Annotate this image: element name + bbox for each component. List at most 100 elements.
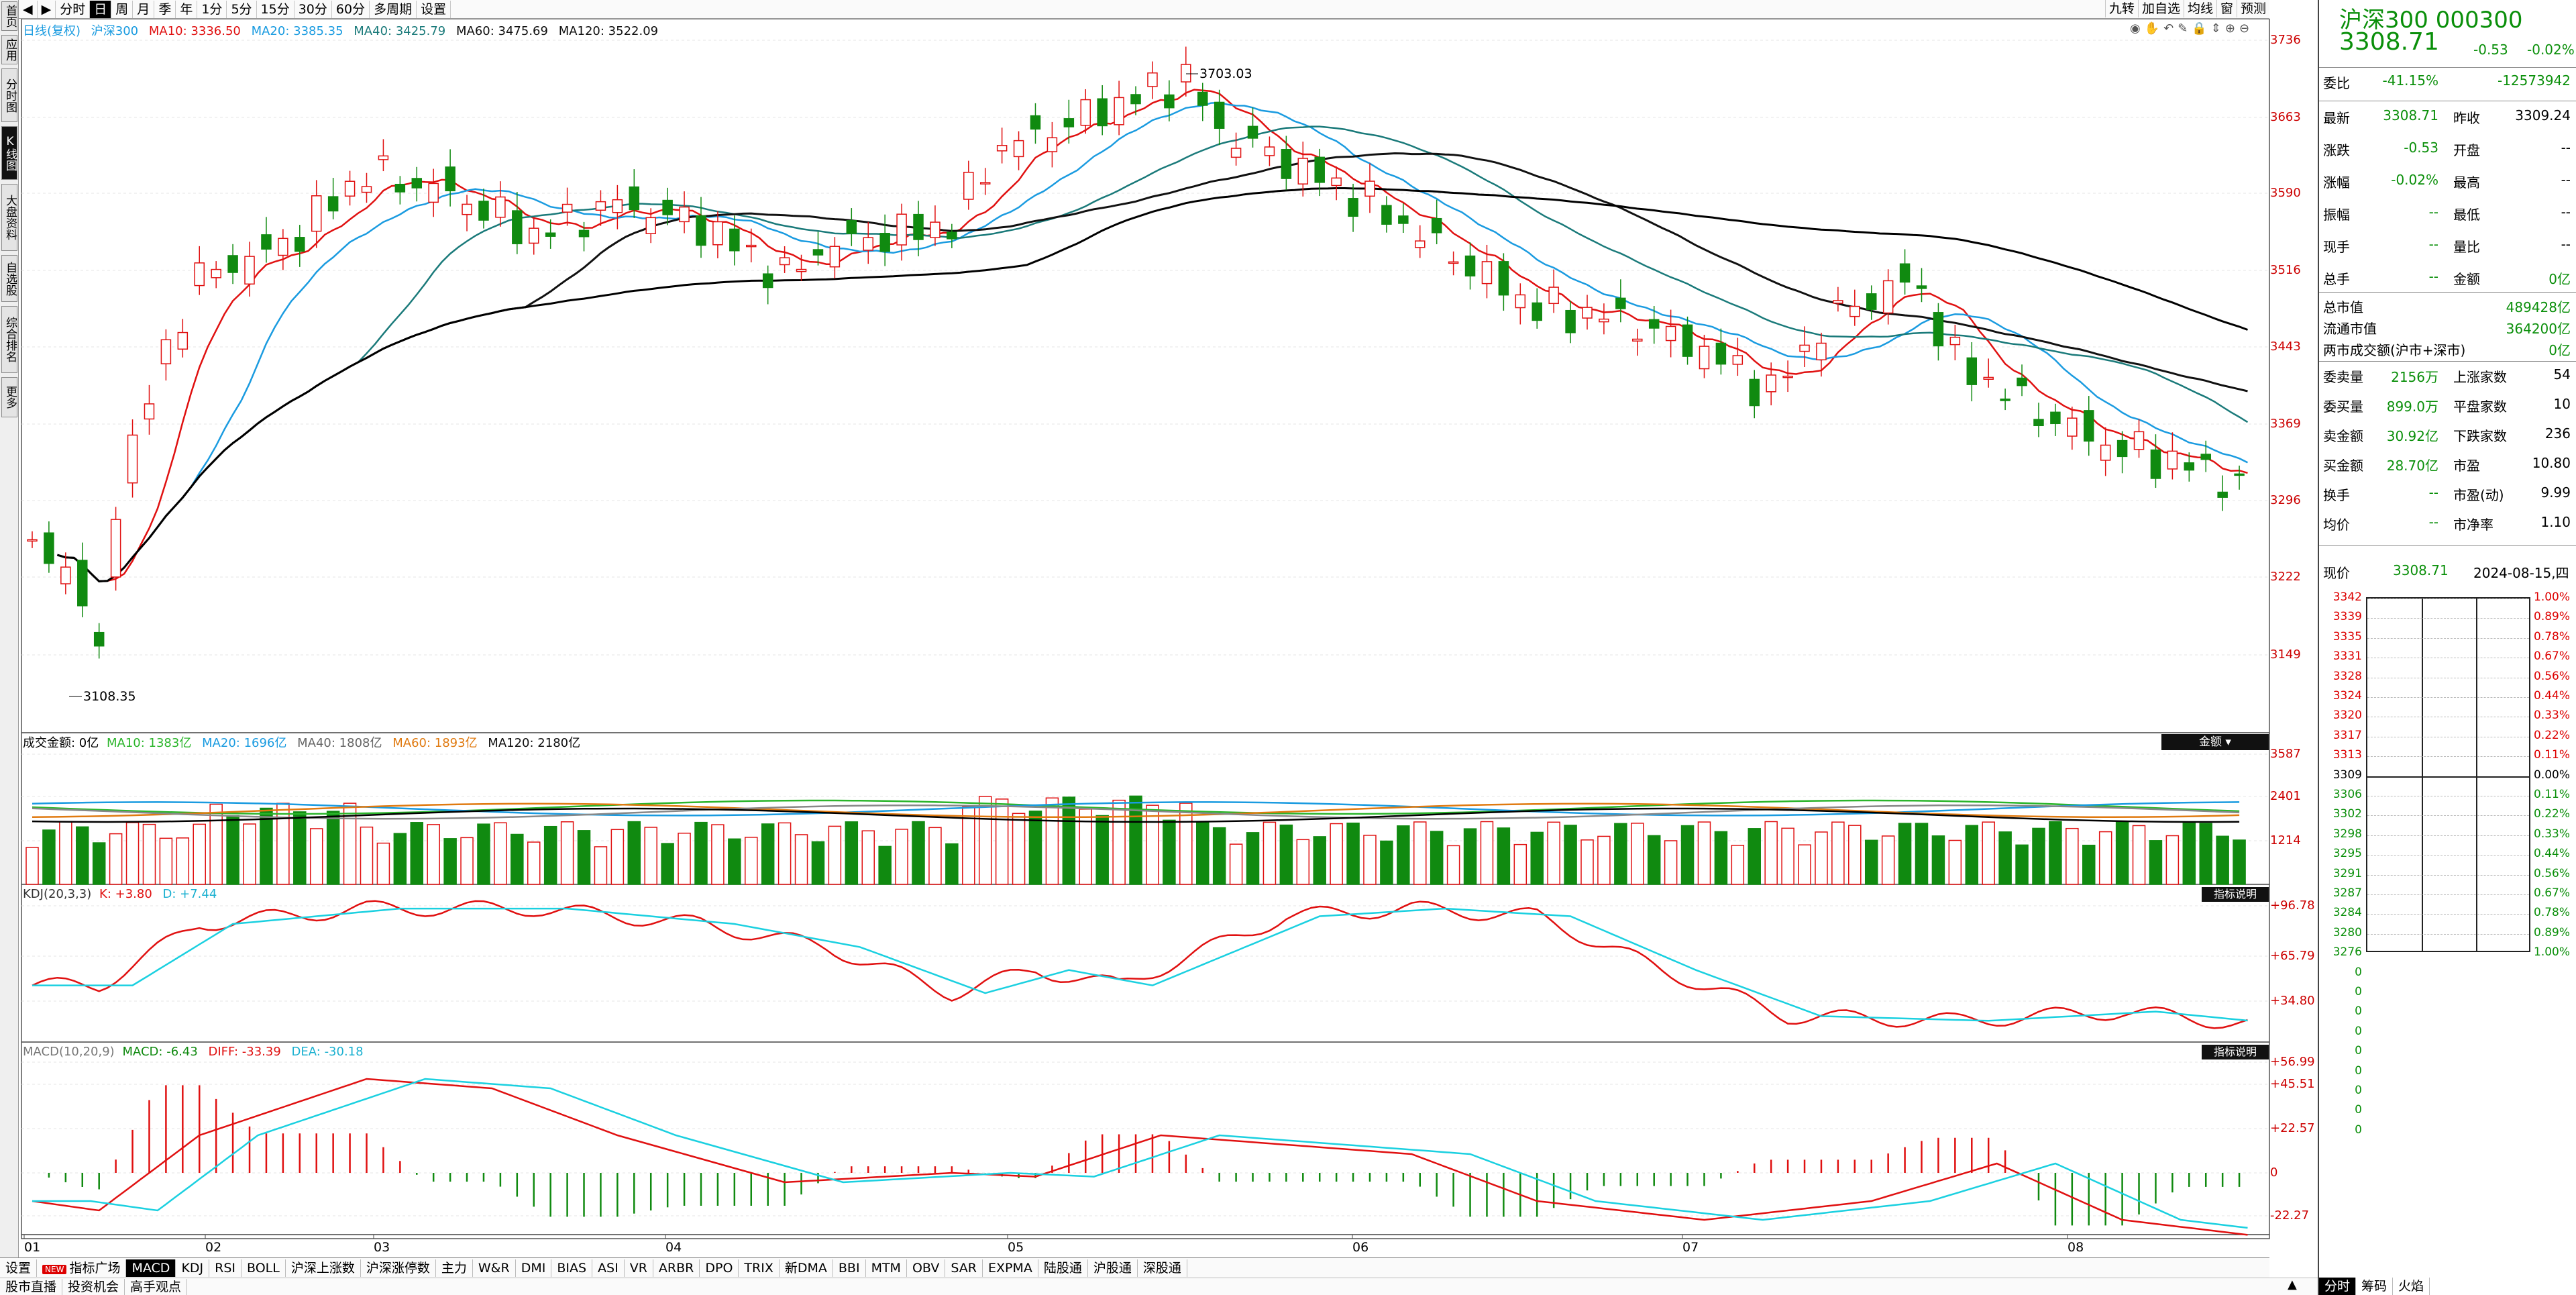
period-tab-4[interactable]: 季	[154, 0, 176, 18]
mini-vline	[2475, 599, 2477, 951]
sidebar-tab-7[interactable]: 更多	[1, 377, 17, 417]
indicator-tab-12[interactable]: ASI	[592, 1259, 625, 1277]
period-tab-0[interactable]: 分时	[56, 0, 91, 18]
move-icon[interactable]: ⇕	[2210, 21, 2225, 36]
hand-icon[interactable]: ✋	[2144, 21, 2164, 36]
chart-area[interactable]: 3703.03 3108.35	[19, 19, 2318, 1257]
toolbar-right-3[interactable]: 窗	[2216, 0, 2237, 17]
candle-body	[361, 186, 372, 193]
kdj-info-button[interactable]: 指标说明	[2202, 887, 2269, 902]
indicator-tab-25[interactable]: 深股通	[1138, 1259, 1187, 1277]
indicator-tab-18[interactable]: BBI	[833, 1259, 866, 1277]
indicator-tab-13[interactable]: VR	[625, 1259, 653, 1277]
mini-tab-0[interactable]: 分时	[2319, 1278, 2357, 1295]
info-tab-2[interactable]: 高手观点	[125, 1278, 188, 1295]
info-tab-1[interactable]: 投资机会	[62, 1278, 125, 1295]
indicator-tab-20[interactable]: OBV	[907, 1259, 946, 1277]
lock-icon[interactable]: 🔒	[2192, 21, 2211, 36]
quote-label: 最新	[2323, 110, 2350, 126]
nav-next-icon[interactable]: ▶	[38, 0, 56, 18]
candle-body	[1314, 156, 1325, 183]
mini-left-tick: 3309	[2332, 768, 2362, 782]
sidebar-tab-6[interactable]: 综合排名	[1, 306, 17, 373]
candle-body	[93, 631, 105, 647]
indicator-tab-9[interactable]: W&R	[473, 1259, 516, 1277]
sidebar-tab-4[interactable]: 大盘资料	[1, 184, 17, 251]
volume-bar	[1697, 821, 1711, 885]
mini-tab-1[interactable]: 筹码	[2356, 1278, 2394, 1295]
indicator-tab-label: ASI	[598, 1260, 619, 1276]
candle-body	[1214, 101, 1225, 129]
volume-bar	[1229, 843, 1243, 885]
candle-body	[1548, 287, 1559, 305]
period-tab-5[interactable]: 年	[176, 0, 198, 18]
indicator-tab-14[interactable]: ARBR	[653, 1259, 700, 1277]
sidebar-tab-0[interactable]: 首页	[1, 1, 17, 31]
candle-body	[1749, 378, 1760, 407]
indicator-tab-1[interactable]: NEW 指标广场	[37, 1259, 127, 1277]
sidebar-tab-3[interactable]: K线图	[1, 126, 17, 180]
indicator-tab-0[interactable]: 设置	[0, 1259, 38, 1277]
eye-icon[interactable]: ◉	[2130, 21, 2145, 36]
candle-body	[2116, 439, 2128, 458]
candle-body	[1782, 375, 1793, 378]
quote-value2: --	[2561, 172, 2571, 188]
period-tab-10[interactable]: 60分	[332, 0, 370, 18]
indicator-tab-5[interactable]: BOLL	[241, 1259, 286, 1277]
toolbar-right-2[interactable]: 均线	[2183, 0, 2216, 17]
candle-body	[1833, 300, 1843, 304]
zoom-out-icon[interactable]: ⊖	[2239, 21, 2254, 36]
mini-tab-2[interactable]: 火焰	[2393, 1278, 2430, 1295]
nav-prev-icon[interactable]: ◀	[19, 0, 38, 18]
candle-body	[1481, 261, 1493, 284]
indicator-tab-8[interactable]: 主力	[436, 1259, 473, 1277]
period-tab-7[interactable]: 5分	[227, 0, 257, 18]
kdj_axis-tick-0: +96.78	[2270, 898, 2315, 913]
volume-type-dropdown[interactable]: 金额 ▾	[2161, 734, 2269, 750]
volume-bar	[2115, 821, 2129, 885]
mini-intraday-chart[interactable]	[2366, 597, 2530, 953]
indicator-tab-22[interactable]: EXPMA	[983, 1259, 1038, 1277]
candle-body	[512, 210, 523, 244]
candle-body	[1181, 64, 1191, 83]
candle-body	[2000, 399, 2010, 401]
scroll-up-icon[interactable]: ▲	[2288, 1278, 2297, 1292]
indicator-tab-15[interactable]: DPO	[700, 1259, 739, 1277]
zoom-in-icon[interactable]: ⊕	[2224, 21, 2239, 36]
indicator-tab-17[interactable]: 新DMA	[780, 1259, 833, 1277]
indicator-tab-3[interactable]: KDJ	[176, 1259, 210, 1277]
indicator-tab-2[interactable]: MACD	[126, 1259, 176, 1277]
sidebar-tab-2[interactable]: 分时图	[1, 68, 17, 122]
sidebar-tab-5[interactable]: 自选股	[1, 255, 17, 302]
indicator-tab-7[interactable]: 沪深涨停数	[361, 1259, 436, 1277]
indicator-tab-4[interactable]: RSI	[209, 1259, 242, 1277]
candle-body	[746, 244, 757, 248]
toolbar-right-0[interactable]: 九转	[2104, 0, 2138, 17]
period-tab-9[interactable]: 30分	[294, 0, 332, 18]
mini-tabs: 分时 筹码 火焰	[2319, 1278, 2430, 1295]
indicator-tab-24[interactable]: 沪股通	[1088, 1259, 1138, 1277]
sidebar-tab-1[interactable]: 应用	[1, 35, 17, 64]
toolbar-right-4[interactable]: 预测	[2236, 0, 2269, 17]
indicator-tab-19[interactable]: MTM	[866, 1259, 907, 1277]
indicator-tab-23[interactable]: 陆股通	[1038, 1259, 1088, 1277]
period-tab-2[interactable]: 周	[111, 0, 133, 18]
undo-icon[interactable]: ↶	[2163, 21, 2178, 36]
macd-info-button[interactable]: 指标说明	[2202, 1045, 2269, 1059]
draw-icon[interactable]: ✎	[2178, 21, 2192, 36]
period-tab-1[interactable]: 日	[90, 0, 112, 18]
indicator-tab-21[interactable]: SAR	[945, 1259, 983, 1277]
info-tab-0[interactable]: 股市直播	[0, 1278, 63, 1295]
volume-bar	[745, 837, 758, 885]
period-tab-12[interactable]: 设置	[417, 0, 451, 18]
indicator-tab-11[interactable]: BIAS	[551, 1259, 593, 1277]
toolbar-right-1[interactable]: 加自选	[2137, 0, 2184, 17]
indicator-tab-10[interactable]: DMI	[516, 1259, 552, 1277]
period-tab-6[interactable]: 1分	[197, 0, 227, 18]
period-tab-11[interactable]: 多周期	[370, 0, 417, 18]
period-tab-3[interactable]: 月	[133, 0, 155, 18]
indicator-tab-6[interactable]: 沪深上涨数	[286, 1259, 361, 1277]
period-tab-8[interactable]: 15分	[257, 0, 294, 18]
indicator-tab-16[interactable]: TRIX	[739, 1259, 780, 1277]
candle-body	[194, 262, 205, 287]
